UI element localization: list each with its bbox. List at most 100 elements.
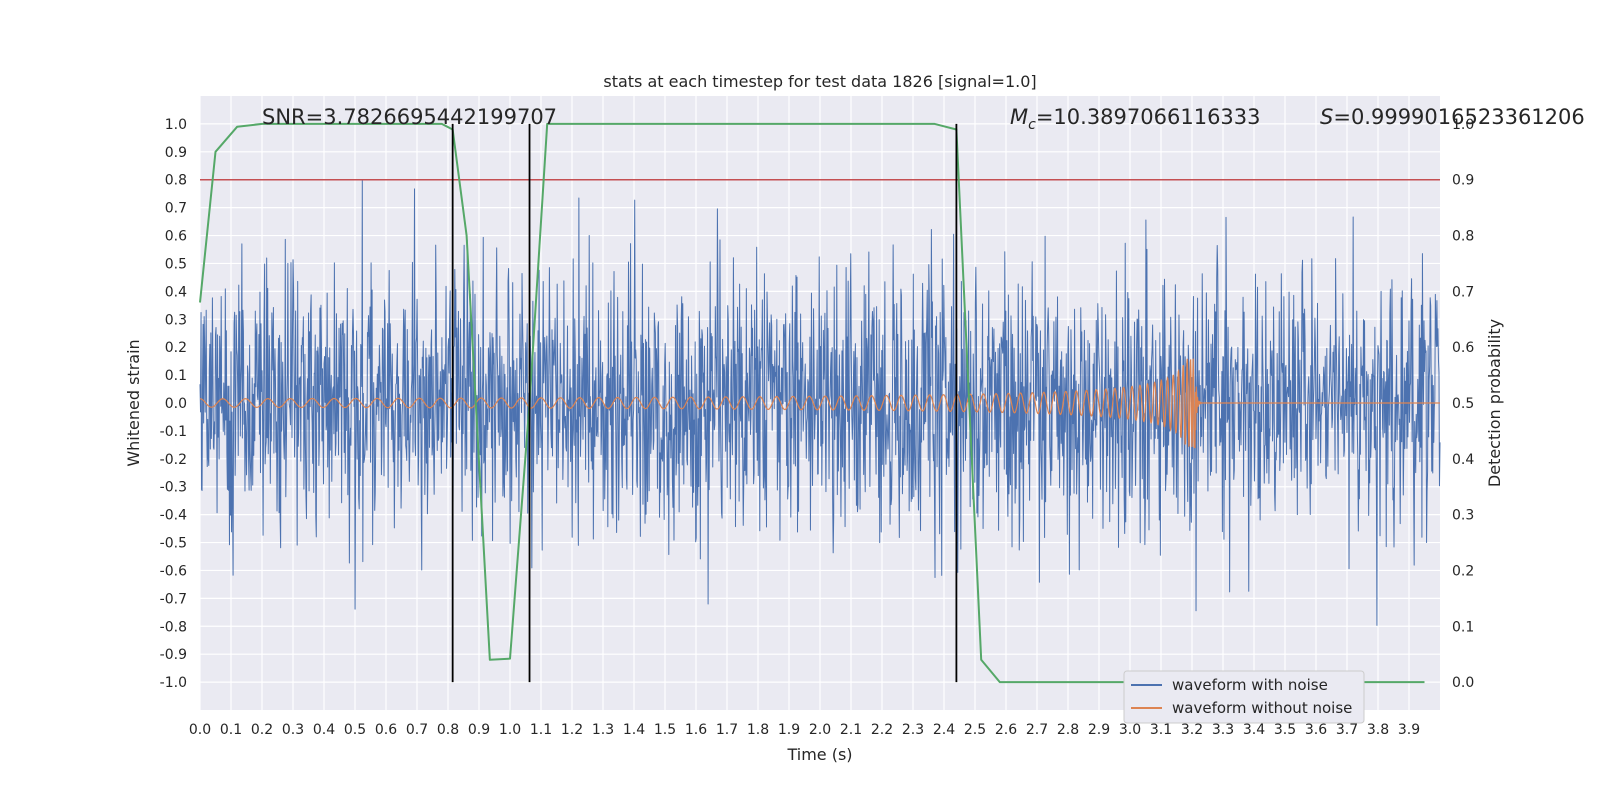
x-tick-label-19: 1.9	[778, 722, 800, 738]
x-tick-label-28: 2.8	[1057, 722, 1079, 738]
x-tick-label-26: 2.6	[995, 722, 1017, 738]
legend-box	[1123, 670, 1365, 724]
y-right-tick-label-5: 0.5	[1452, 396, 1474, 412]
y-left-tick-label-7: 0.3	[165, 312, 187, 328]
y-axis-label-left: Whitened strain	[124, 339, 143, 466]
annotation-snr: SNR=3.7826695442199707	[262, 105, 557, 129]
chart-title: stats at each timestep for test data 182…	[603, 72, 1036, 91]
annotation-chirp-mass: Mc=10.3897066116333	[1010, 105, 1261, 133]
x-tick-label-31: 3.1	[1150, 722, 1172, 738]
y-left-tick-label-1: 0.9	[165, 145, 187, 161]
x-tick-label-34: 3.4	[1243, 722, 1265, 738]
x-tick-label-5: 0.5	[344, 722, 366, 738]
x-tick-label-8: 0.8	[437, 722, 459, 738]
x-tick-label-14: 1.4	[623, 722, 645, 738]
x-tick-label-13: 1.3	[592, 722, 614, 738]
annotation-score: S=0.9999016523361206	[1320, 105, 1585, 129]
y-left-tick-label-9: 0.1	[165, 368, 187, 384]
y-left-tick-label-13: -0.3	[160, 480, 187, 496]
x-tick-labels: 0.0 0.1 0.2 0.3 0.4 0.5 0.6 0.7 0.8 0.9 1.0 1.1 1.2 1…	[189, 722, 1420, 738]
x-tick-label-39: 3.9	[1398, 722, 1420, 738]
x-tick-label-21: 2.1	[840, 722, 862, 738]
legend-label-clean: waveform without noise	[1172, 699, 1352, 717]
x-tick-label-3: 0.3	[282, 722, 304, 738]
y-left-tick-label-0: 1.0	[165, 117, 187, 133]
x-tick-label-2: 0.2	[251, 722, 273, 738]
x-tick-label-25: 2.5	[964, 722, 986, 738]
x-tick-label-6: 0.6	[375, 722, 397, 738]
x-tick-label-9: 0.9	[468, 722, 490, 738]
x-tick-label-32: 3.2	[1181, 722, 1203, 738]
annotation-s-value: =0.9999016523361206	[1333, 105, 1584, 129]
y-left-tick-label-11: -0.1	[160, 424, 187, 440]
x-axis-label: Time (s)	[786, 745, 852, 764]
x-tick-label-22: 2.2	[871, 722, 893, 738]
y-left-tick-label-15: -0.5	[160, 536, 187, 552]
annotation-mc-symbol: M	[1010, 105, 1028, 129]
annotation-s-symbol: S	[1320, 105, 1333, 129]
y-left-tick-label-19: -0.9	[160, 647, 187, 663]
y-right-tick-label-6: 0.4	[1452, 452, 1474, 468]
x-tick-label-17: 1.7	[716, 722, 738, 738]
y-right-tick-label-2: 0.8	[1452, 229, 1474, 245]
x-tick-label-23: 2.3	[902, 722, 924, 738]
vertical-markers	[451, 123, 958, 683]
x-tick-label-35: 3.5	[1274, 722, 1296, 738]
x-tick-label-15: 1.5	[654, 722, 676, 738]
y-left-tick-label-4: 0.6	[165, 229, 187, 245]
series-detection-probability	[199, 122, 1425, 684]
y-left-tick-label-14: -0.4	[160, 508, 187, 524]
y-left-tick-label-10: 0.0	[165, 396, 187, 412]
x-tick-label-16: 1.6	[685, 722, 707, 738]
y-left-tick-label-6: 0.4	[165, 284, 187, 300]
annotation-mc-subscript: c	[1028, 117, 1036, 133]
x-tick-label-12: 1.2	[561, 722, 583, 738]
legend: waveform with noise waveform without noi…	[1123, 670, 1365, 724]
x-tick-label-20: 2.0	[809, 722, 831, 738]
x-tick-label-1: 0.1	[220, 722, 242, 738]
x-tick-label-7: 0.7	[406, 722, 428, 738]
y-left-tick-label-12: -0.2	[160, 452, 187, 468]
x-tick-label-18: 1.8	[747, 722, 769, 738]
y-tick-labels-left: 1.0 0.9 0.8 0.7 0.6 0.5 0.4 0.3 0.2 0.1 0.0 -0.1 -0.…	[160, 117, 187, 691]
y-left-tick-label-2: 0.8	[165, 173, 187, 189]
y-left-tick-label-8: 0.2	[165, 340, 187, 356]
y-left-tick-label-17: -0.7	[160, 591, 187, 607]
series-waveform-without-noise	[199, 358, 1440, 449]
y-right-tick-label-0: 1.0	[1452, 117, 1474, 133]
y-left-tick-label-16: -0.6	[160, 563, 187, 579]
y-left-tick-label-20: -1.0	[160, 675, 187, 691]
y-left-tick-label-18: -0.8	[160, 619, 187, 635]
legend-label-noise: waveform with noise	[1172, 676, 1328, 694]
y-right-tick-label-7: 0.3	[1452, 508, 1474, 524]
y-right-tick-label-1: 0.9	[1452, 173, 1474, 189]
x-tick-label-0: 0.0	[189, 722, 211, 738]
y-left-tick-label-5: 0.5	[165, 256, 187, 272]
y-tick-labels-right: 1.0 0.9 0.8 0.7 0.6 0.5 0.4 0.3 0.2 0.1 0.0	[1452, 117, 1474, 691]
x-tick-label-33: 3.3	[1212, 722, 1234, 738]
noise-trace	[199, 179, 1441, 626]
x-tick-label-4: 0.4	[313, 722, 335, 738]
x-tick-label-11: 1.1	[530, 722, 552, 738]
y-right-tick-label-3: 0.7	[1452, 284, 1474, 300]
y-axis-label-right: Detection probability	[1485, 319, 1504, 487]
y-right-tick-label-8: 0.2	[1452, 563, 1474, 579]
series-waveform-with-noise	[199, 179, 1441, 626]
x-tick-label-36: 3.6	[1305, 722, 1327, 738]
x-tick-label-10: 1.0	[499, 722, 521, 738]
y-right-tick-label-4: 0.6	[1452, 340, 1474, 356]
y-right-tick-label-10: 0.0	[1452, 675, 1474, 691]
x-tick-label-24: 2.4	[933, 722, 955, 738]
x-tick-label-29: 2.9	[1088, 722, 1110, 738]
annotation-mc-value: =10.3897066116333	[1036, 105, 1261, 129]
grid	[199, 96, 1440, 710]
x-tick-label-27: 2.7	[1026, 722, 1048, 738]
x-tick-label-38: 3.8	[1367, 722, 1389, 738]
x-tick-label-30: 3.0	[1119, 722, 1141, 738]
probability-trace	[199, 122, 1425, 684]
chirp-trace	[199, 358, 1440, 449]
x-tick-label-37: 3.7	[1336, 722, 1358, 738]
y-right-tick-label-9: 0.1	[1452, 619, 1474, 635]
y-left-tick-label-3: 0.7	[165, 201, 187, 217]
